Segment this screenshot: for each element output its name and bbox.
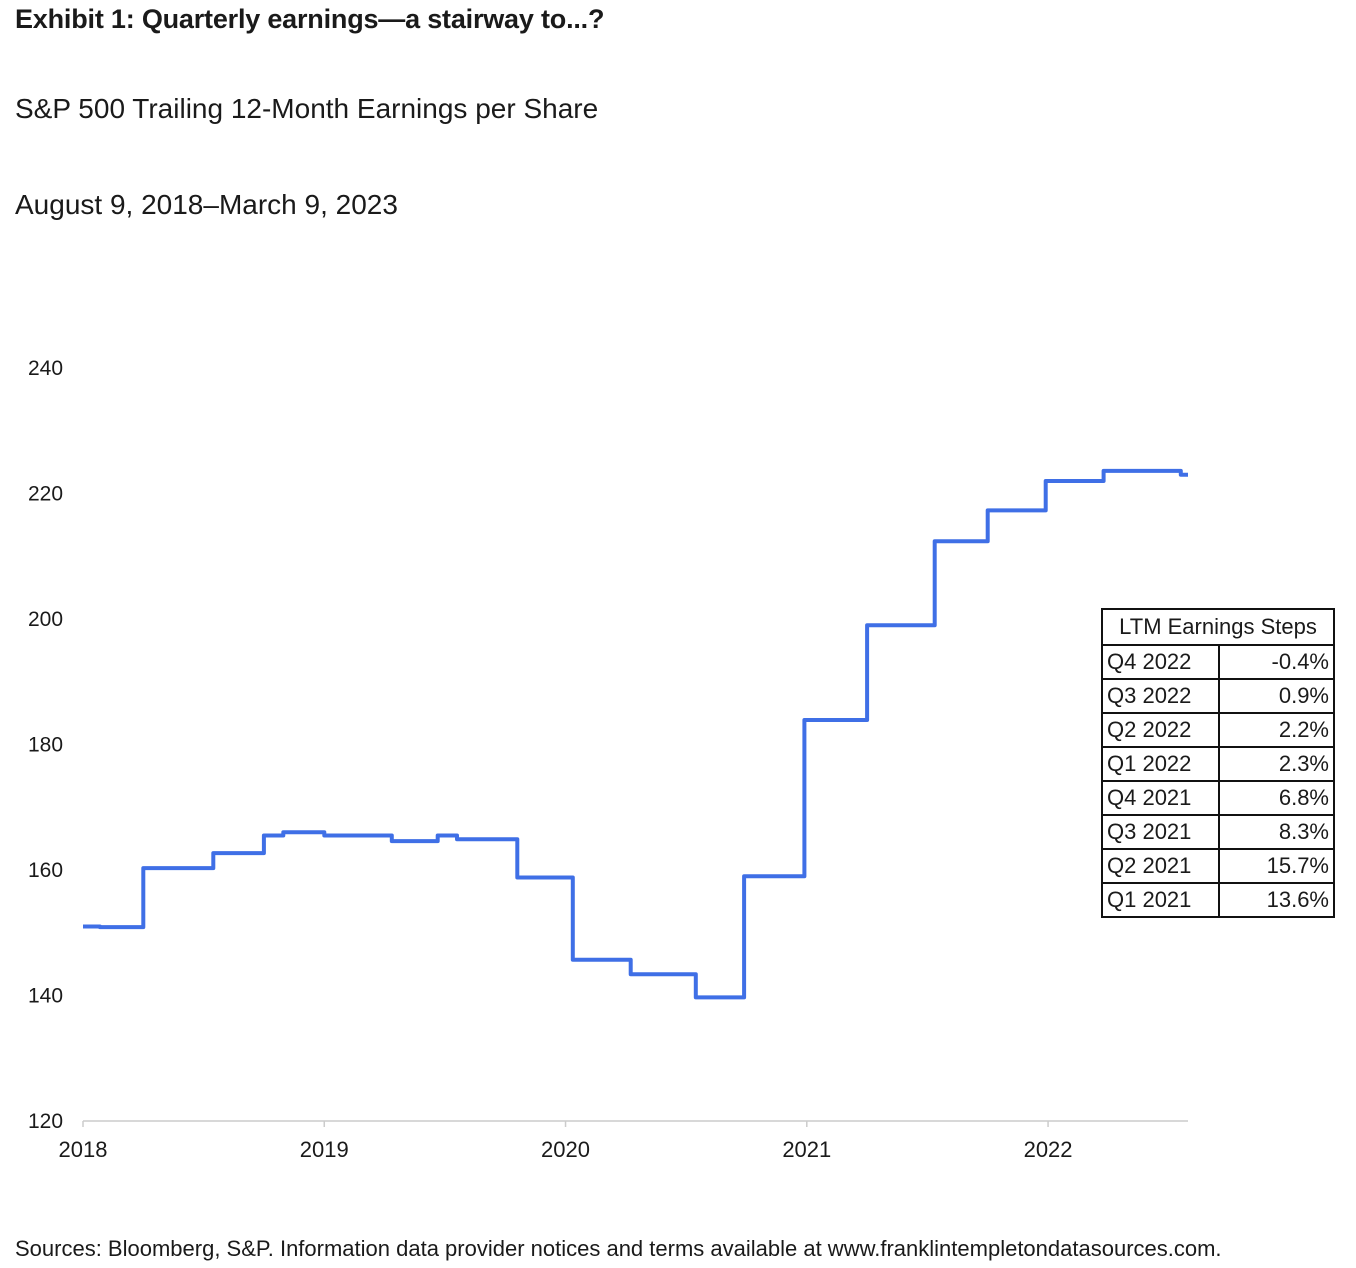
table-header: LTM Earnings Steps	[1101, 608, 1335, 646]
chart-date-range: August 9, 2018–March 9, 2023	[15, 189, 398, 220]
table-row: Q2 2021 15.7%	[1101, 848, 1335, 884]
y-tick-label: 140	[28, 985, 63, 1008]
table-row: Q1 2022 2.3%	[1101, 746, 1335, 782]
y-axis: 120 140 160 180 200 220 240	[28, 357, 63, 1133]
table-cell-value: -0.4%	[1218, 644, 1335, 680]
x-tick-label: 2021	[782, 1137, 831, 1162]
table-cell-value: 0.9%	[1218, 678, 1335, 714]
x-tick-label: 2020	[541, 1137, 590, 1162]
table-cell-quarter: Q2 2022	[1101, 712, 1220, 748]
x-axis: 2018 2019 2020 2021 2022	[59, 1120, 1188, 1162]
table-cell-quarter: Q1 2022	[1101, 746, 1220, 782]
table-cell-quarter: Q3 2022	[1101, 678, 1220, 714]
table-cell-value: 15.7%	[1218, 848, 1335, 884]
table-row: Q2 2022 2.2%	[1101, 712, 1335, 748]
x-tick-label: 2022	[1024, 1137, 1073, 1162]
y-tick-label: 240	[28, 357, 63, 380]
table-row: Q3 2021 8.3%	[1101, 814, 1335, 850]
table-cell-quarter: Q4 2021	[1101, 780, 1220, 816]
table-cell-value: 2.3%	[1218, 746, 1335, 782]
table-cell-value: 2.2%	[1218, 712, 1335, 748]
table-row: Q3 2022 0.9%	[1101, 678, 1335, 714]
table-cell-quarter: Q3 2021	[1101, 814, 1220, 850]
y-tick-label: 180	[28, 734, 63, 757]
table-cell-value: 8.3%	[1218, 814, 1335, 850]
y-tick-label: 220	[28, 483, 63, 506]
source-note: Sources: Bloomberg, S&P. Information dat…	[15, 1236, 1222, 1261]
table-cell-value: 6.8%	[1218, 780, 1335, 816]
table-cell-quarter: Q2 2021	[1101, 848, 1220, 884]
table-row: Q4 2021 6.8%	[1101, 780, 1335, 816]
table-cell-quarter: Q1 2021	[1101, 882, 1220, 918]
x-tick-label: 2018	[59, 1137, 108, 1162]
table-cell-quarter: Q4 2022	[1101, 644, 1220, 680]
table-cell-value: 13.6%	[1218, 882, 1335, 918]
series-line-eps	[83, 468, 1188, 1000]
series-layer	[83, 468, 1188, 1000]
table-row: Q4 2022 -0.4%	[1101, 644, 1335, 680]
y-tick-label: 200	[28, 608, 63, 631]
ltm-earnings-steps-table: LTM Earnings Steps Q4 2022 -0.4% Q3 2022 0.…	[1101, 608, 1335, 918]
y-tick-label: 120	[28, 1110, 63, 1133]
table-row: Q1 2021 13.6%	[1101, 882, 1335, 918]
chart-title: Exhibit 1: Quarterly earnings—a stairway…	[15, 4, 605, 34]
chart-subtitle: S&P 500 Trailing 12-Month Earnings per S…	[15, 93, 599, 124]
y-tick-label: 160	[28, 859, 63, 882]
x-tick-label: 2019	[300, 1137, 349, 1162]
